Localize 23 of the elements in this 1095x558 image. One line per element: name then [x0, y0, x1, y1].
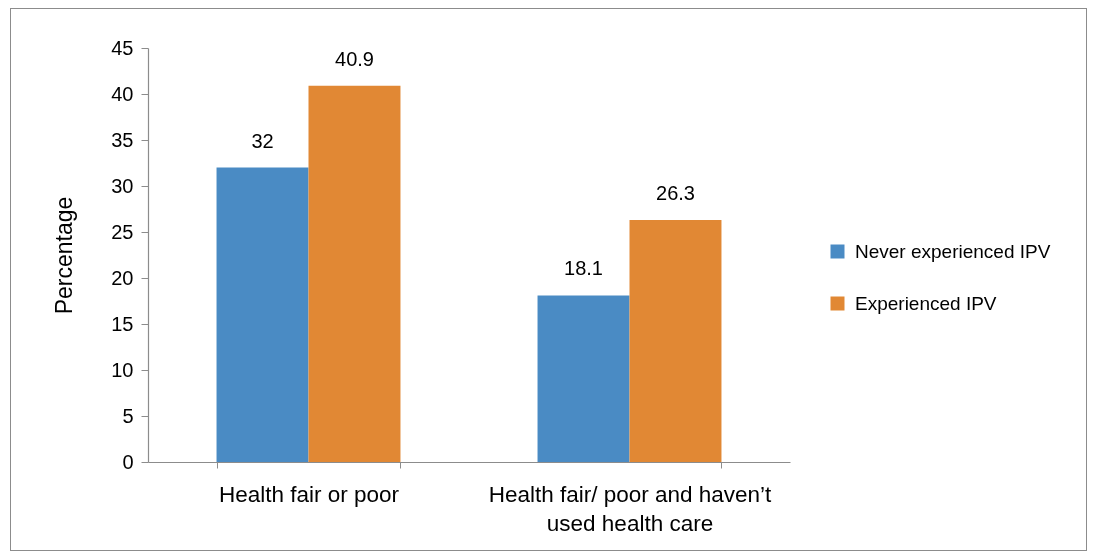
- data-label: 18.1: [564, 257, 603, 280]
- x-tick-label: Health fair/ poor and haven’t used health care: [488, 481, 773, 536]
- bar: [308, 85, 401, 462]
- bar: [537, 295, 630, 462]
- y-tick-label: 20: [111, 266, 134, 289]
- y-tick-label: 10: [111, 358, 134, 381]
- y-tick-label: 25: [111, 220, 134, 243]
- data-label: 26.3: [656, 182, 695, 205]
- x-tick-label: Health fair or poor: [218, 481, 400, 507]
- y-tick-label: 0: [122, 450, 134, 473]
- bar: [216, 167, 309, 462]
- y-tick-label: 45: [111, 36, 134, 59]
- data-label: 40.9: [335, 47, 374, 70]
- y-tick-label: 35: [111, 128, 134, 151]
- bar: [629, 220, 722, 462]
- y-tick-label: 30: [111, 174, 134, 197]
- y-axis-title: Percentage: [51, 196, 78, 315]
- legend-label: Experienced IPV: [855, 292, 997, 314]
- y-tick-label: 5: [122, 404, 134, 427]
- legend-label: Never experienced IPV: [855, 240, 1051, 262]
- data-label: 32: [251, 129, 274, 152]
- y-tick-label: 15: [111, 312, 134, 335]
- y-tick-label: 40: [111, 82, 134, 105]
